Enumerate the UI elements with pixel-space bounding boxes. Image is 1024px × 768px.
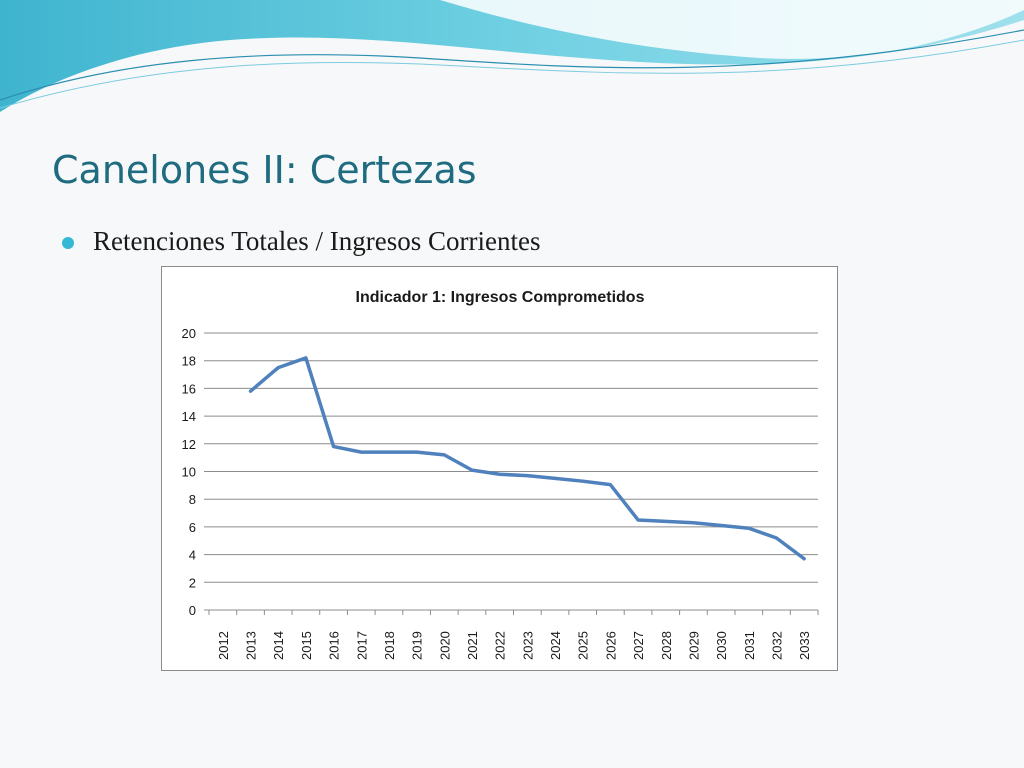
x-tick-label: 2018 [382, 631, 397, 660]
x-tick-label: 2029 [686, 631, 701, 660]
y-tick-label: 4 [189, 548, 196, 563]
header-wave-decoration [0, 0, 1024, 112]
x-tick-label: 2032 [769, 631, 784, 660]
series-group [248, 356, 806, 561]
x-tick-label: 2015 [299, 631, 314, 660]
y-tick-label: 12 [182, 437, 196, 452]
y-tick-label: 6 [189, 520, 196, 535]
x-tick-label: 2020 [437, 631, 452, 660]
y-tick-label: 0 [189, 603, 196, 618]
line-chart: Indicador 1: Ingresos Comprometidos 0 2 4 6… [182, 289, 819, 660]
x-tick-label: 2027 [631, 631, 646, 660]
y-tick-label: 16 [182, 381, 196, 396]
x-tick-label: 2030 [714, 631, 729, 660]
y-tick-label: 2 [189, 575, 196, 590]
x-axis [208, 609, 819, 615]
y-tick-labels: 0 2 4 6 8 10 12 14 16 18 20 [182, 326, 196, 618]
chart-frame: Indicador 1: Ingresos Comprometidos 0 2 4 6… [161, 266, 838, 671]
x-tick-label: 2025 [576, 631, 591, 660]
x-tick-label: 2012 [216, 631, 231, 660]
slide-title: Canelones II: Certezas [52, 148, 477, 192]
bullet-dot-icon [62, 237, 74, 249]
x-tick-label: 2019 [410, 631, 425, 660]
x-tick-label: 2022 [493, 631, 508, 660]
bullet-text: Retenciones Totales / Ingresos Corriente… [93, 226, 541, 256]
chart-title: Indicador 1: Ingresos Comprometidos [356, 289, 645, 306]
x-tick-label: 2031 [742, 631, 757, 660]
x-tick-label: 2013 [244, 631, 259, 660]
series-line [248, 356, 806, 561]
y-gridlines [204, 332, 818, 611]
x-tick-labels: 2012 2013 2014 2015 2016 2017 2018 2019 2020 2021… [216, 631, 812, 660]
x-tick-label: 2016 [327, 631, 342, 660]
y-tick-label: 20 [182, 326, 196, 341]
x-tick-label: 2023 [520, 631, 535, 660]
x-tick-label: 2026 [603, 631, 618, 660]
x-tick-label: 2028 [659, 631, 674, 660]
y-tick-label: 18 [182, 354, 196, 369]
x-tick-label: 2024 [548, 631, 563, 660]
y-tick-label: 8 [189, 492, 196, 507]
x-tick-label: 2014 [271, 631, 286, 660]
y-tick-label: 10 [182, 465, 196, 480]
x-tick-label: 2021 [465, 631, 480, 660]
x-tick-label: 2033 [797, 631, 812, 660]
y-tick-label: 14 [182, 409, 196, 424]
x-tick-label: 2017 [354, 631, 369, 660]
